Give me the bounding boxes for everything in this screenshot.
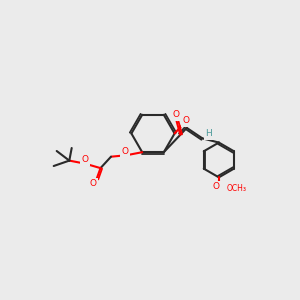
Text: OCH₃: OCH₃ [227, 184, 247, 193]
Text: O: O [122, 147, 129, 156]
Text: O: O [172, 110, 179, 119]
Text: H: H [206, 129, 212, 138]
Text: O: O [182, 116, 190, 125]
Text: O: O [81, 155, 88, 164]
Text: O: O [89, 179, 97, 188]
Text: O: O [213, 182, 220, 191]
